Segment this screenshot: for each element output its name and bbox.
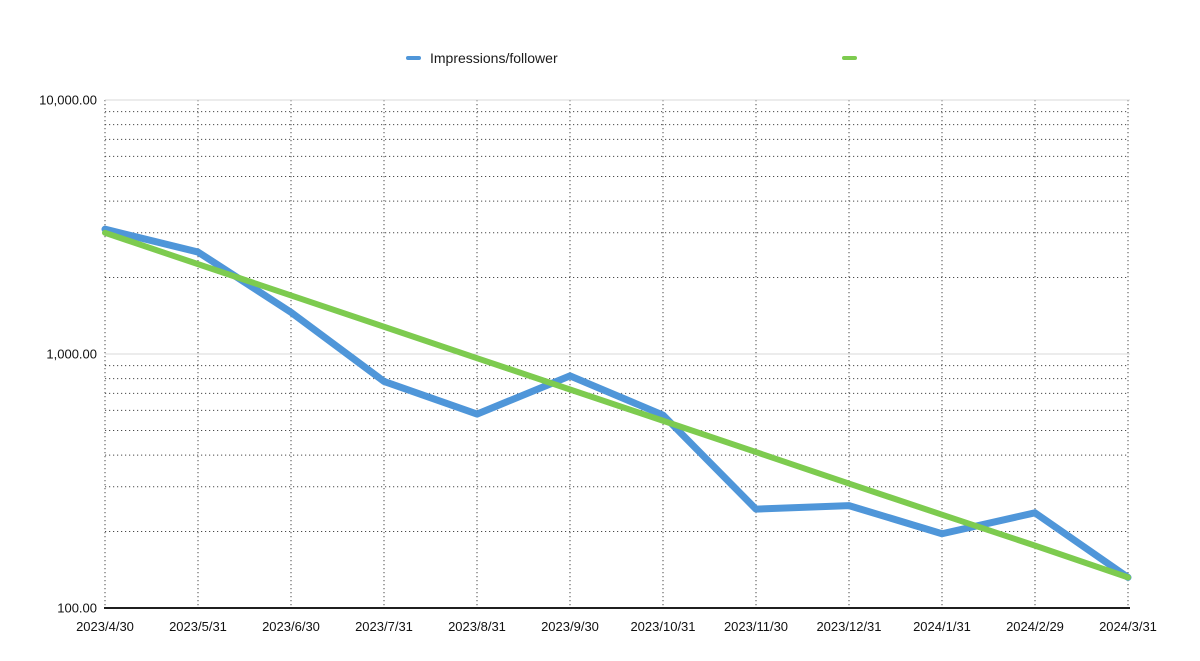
legend-swatch-impressions-follower [406,56,421,60]
legend-item-trend[interactable] [842,49,866,67]
x-tick-label: 2023/6/30 [262,619,320,634]
x-tick-label: 2024/3/31 [1099,619,1157,634]
grid-major [104,99,1130,609]
series-line-trend [102,229,1131,581]
series-line-impressions-follower [101,225,1132,581]
grid-minor [104,100,1129,608]
x-tick-label: 2024/1/31 [913,619,971,634]
x-tick-label: 2023/4/30 [76,619,134,634]
series-lines [101,225,1132,581]
x-tick-label: 2023/5/31 [169,619,227,634]
y-tick-label: 100.00 [57,601,97,616]
legend-item-impressions-follower[interactable]: Impressions/follower [406,49,558,67]
y-tick-label: 1,000.00 [46,347,97,362]
x-tick-label: 2023/10/31 [630,619,695,634]
y-tick-label: 10,000.00 [39,93,97,108]
x-tick-label: 2023/8/31 [448,619,506,634]
axis-labels: 100.00 1,000.00 10,000.00 2023/4/30 2023/5/3… [39,93,1157,635]
x-tick-label: 2024/2/29 [1006,619,1064,634]
x-tick-label: 2023/7/31 [355,619,413,634]
x-tick-label: 2023/12/31 [816,619,881,634]
legend: Impressions/follower [0,49,1200,69]
x-tick-label: 2023/9/30 [541,619,599,634]
x-tick-label: 2023/11/30 [724,619,788,634]
legend-label-impressions-follower: Impressions/follower [430,50,558,66]
legend-swatch-trend [842,56,857,60]
